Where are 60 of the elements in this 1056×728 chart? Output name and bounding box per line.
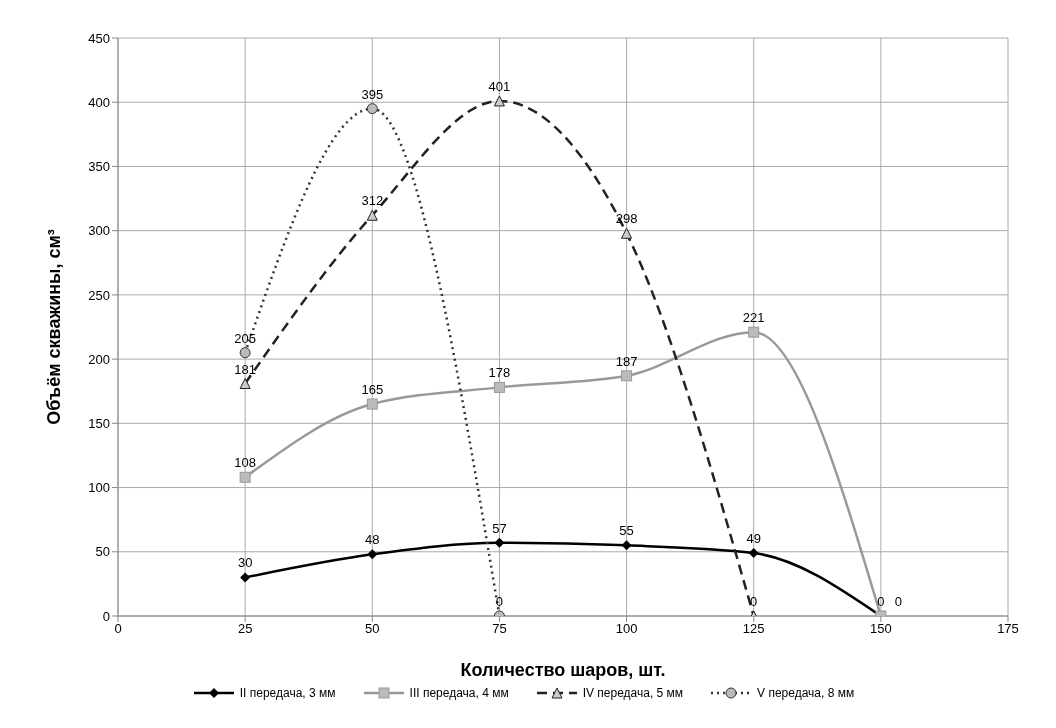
data-label: 57 (492, 520, 507, 536)
point (239, 471, 251, 483)
y-tick-label: 50 (95, 544, 110, 560)
data-label: 30 (237, 555, 253, 571)
point (748, 548, 759, 559)
data-label: 0 (894, 594, 903, 609)
data-label: 187 (615, 353, 638, 369)
data-label: 205 (234, 330, 256, 346)
point (621, 227, 633, 239)
x-axis-title: Количество шаров, шт. (460, 660, 666, 680)
point (493, 381, 505, 393)
legend-label: II передача, 3 мм (238, 686, 336, 700)
x-tick-label: 25 (237, 621, 253, 637)
data-label: 181 (234, 361, 256, 377)
y-tick-label: 200 (88, 351, 110, 367)
point (366, 398, 378, 410)
data-label: 108 (234, 455, 256, 471)
data-label: 395 (361, 86, 384, 102)
y-tick-label: 450 (88, 30, 110, 46)
data-label: 48 (365, 532, 380, 548)
point (366, 209, 378, 221)
data-label: 298 (615, 211, 638, 227)
x-tick-label: 150 (870, 621, 892, 637)
point (493, 95, 505, 107)
point (621, 540, 632, 551)
x-tick-label: 50 (365, 621, 380, 637)
point (367, 549, 378, 560)
y-tick-label: 0 (102, 608, 110, 624)
point (621, 370, 633, 382)
data-label: 0 (877, 594, 885, 609)
data-label: 0 (495, 594, 504, 609)
data-label: 165 (361, 382, 384, 398)
data-label: 221 (742, 310, 765, 326)
y-tick-label: 300 (88, 223, 110, 239)
y-axis-title: Объём скважины, см³ (44, 229, 64, 425)
x-tick-label: 100 (615, 621, 638, 637)
data-label: 312 (361, 193, 384, 209)
x-tick-label: 0 (114, 621, 122, 637)
point (748, 326, 760, 338)
point (494, 537, 505, 548)
x-tick-label: 175 (997, 621, 1019, 637)
legend-label: III передача, 4 мм (408, 686, 509, 700)
data-label: 401 (488, 78, 511, 94)
x-tick-label: 75 (492, 621, 507, 637)
y-tick-label: 150 (88, 415, 110, 431)
y-tick-label: 400 (88, 94, 110, 110)
data-label: 49 (746, 531, 761, 547)
data-label: 55 (619, 523, 634, 539)
point (239, 378, 251, 390)
point (240, 572, 251, 583)
point (366, 103, 378, 115)
y-tick-label: 350 (88, 159, 110, 175)
x-tick-label: 125 (742, 621, 765, 637)
y-tick-label: 100 (88, 480, 110, 496)
legend-label: IV передача, 5 мм (581, 686, 684, 700)
point (239, 347, 251, 359)
y-tick-label: 250 (88, 287, 110, 303)
data-label: 0 (750, 594, 758, 609)
legend-label: V передача, 8 мм (756, 686, 855, 700)
data-label: 178 (488, 365, 511, 381)
